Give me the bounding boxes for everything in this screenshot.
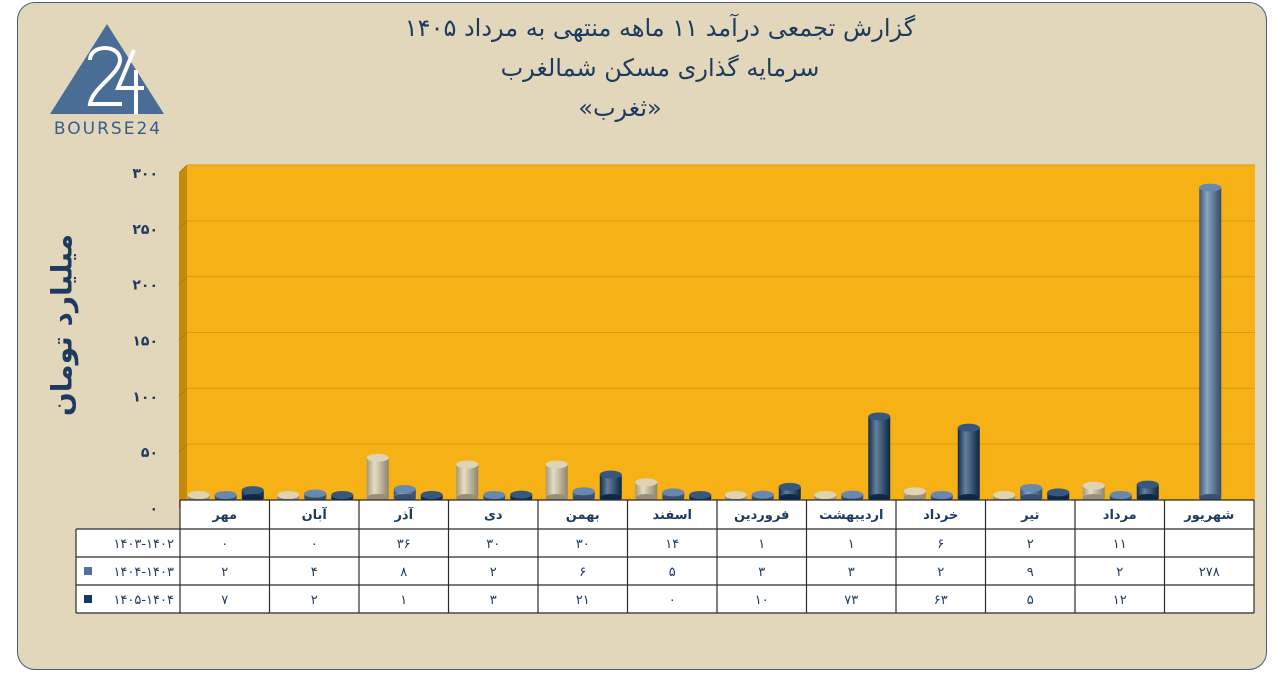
bar [1082,481,1105,502]
y-tick-label: ۲۵۰ [132,222,158,238]
y-tick-label: ۵۰ [141,445,158,461]
bar [1020,483,1043,502]
category-label: بهمن [566,508,600,523]
category-label: فروردین [734,508,789,523]
data-label: ۱۰ [755,593,769,608]
data-label: ۷۳ [844,593,858,608]
data-label: ۱۴ [665,537,679,552]
category-label: مرداد [1103,508,1137,523]
category-label: آذر [393,506,413,523]
y-tick-label: ۱۰۰ [132,389,158,405]
data-label: ۹ [1027,565,1034,580]
data-label: ۶ [937,537,944,552]
gridline-side [178,443,188,453]
data-label: ۲۱ [576,593,590,608]
bar [868,412,891,502]
gridline-side [178,220,188,230]
data-label: ۲ [490,565,497,580]
bar [599,470,622,502]
data-label: ۲ [221,565,228,580]
data-label: ۵ [669,565,676,580]
bar [1136,480,1159,502]
data-label: ۲ [937,565,944,580]
data-rows-bg [76,529,1254,613]
category-label: دی [484,508,503,523]
report-title: گزارش تجمعی درآمد ۱۱ ماهه منتهی به مرداد… [404,14,916,42]
bar [778,482,801,502]
data-label: ۶۳ [934,593,948,608]
legend-swatch [84,567,92,575]
data-label: ۲ [311,593,318,608]
y-tick-label: ۰ [149,501,158,517]
data-label: ۶ [579,565,586,580]
data-label: ۰ [221,537,228,552]
category-label: شهریور [1183,508,1234,523]
data-label: ۸ [400,565,407,580]
company-name: سرمایه گذاری مسکن شمالغرب [500,54,820,82]
bourse24-logo-icon [50,24,164,114]
logo-text: BOURSE24 [53,119,163,139]
data-label: ۳ [848,565,855,580]
data-label: ۳۰ [576,537,590,552]
y-tick-label: ۱۵۰ [132,334,158,350]
data-label: ۱۲ [1113,593,1127,608]
category-label: آبان [302,506,328,523]
data-label: ۷ [221,593,228,608]
data-label: ۵ [1027,593,1034,608]
series-name: ۱۴۰۴-۱۴۰۳ [113,565,174,580]
bar [545,460,568,502]
y-tick-label: ۲۰۰ [132,278,158,294]
gridline-side [178,276,188,286]
category-label: مهر [211,508,237,523]
data-label: ۳۰ [486,537,500,552]
data-label: ۱ [400,593,407,608]
gridline-side [178,164,188,174]
bar [366,453,389,502]
series-name: ۱۴۰۳-۱۴۰۲ [113,537,174,552]
category-label: خرداد [923,508,958,523]
gridline-side [178,332,188,341]
data-label: ۳ [490,593,497,608]
gridline-side [178,387,188,397]
bar [635,478,658,502]
bar [1199,183,1222,502]
category-label: تیر [1020,508,1039,523]
y-tick-label: ۳۰۰ [132,166,158,182]
data-label: ۱۱ [1113,537,1127,552]
data-label: ۱ [758,537,765,552]
series-name: ۱۴۰۵-۱۴۰۴ [113,593,174,608]
data-label: ۳ [758,565,765,580]
ticker-symbol: «ثغرب» [578,94,662,122]
data-label: ۲ [1116,565,1123,580]
bar [456,460,479,502]
data-label: ۲ [1027,537,1034,552]
category-label: اردیبهشت [819,508,883,523]
data-label: ۲۷۸ [1199,565,1220,580]
category-label: اسفند [653,508,692,523]
data-label: ۴ [311,565,318,580]
bar [957,423,980,502]
legend-swatch [84,595,92,603]
data-label: ۱ [848,537,855,552]
data-label: ۰ [669,593,676,608]
data-label: ۰ [311,537,318,552]
data-label: ۳۶ [397,537,411,552]
